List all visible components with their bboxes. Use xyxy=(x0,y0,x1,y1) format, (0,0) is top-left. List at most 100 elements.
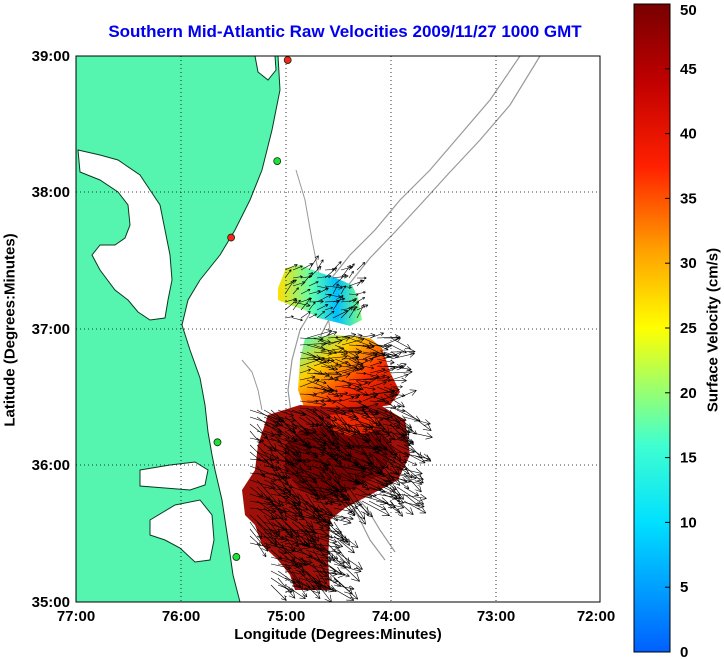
lon-tick-label: 72:00 xyxy=(577,608,615,625)
velocity-vector xyxy=(284,430,298,443)
velocity-vector xyxy=(306,393,332,402)
velocity-vector xyxy=(306,329,333,339)
velocity-vector xyxy=(256,423,277,453)
velocity-vector xyxy=(376,343,392,348)
velocity-vector xyxy=(356,276,367,280)
velocity-vector xyxy=(332,274,347,287)
velocity-vector xyxy=(306,356,335,364)
velocity-vector xyxy=(390,385,403,389)
map-title: Southern Mid-Atlantic Raw Velocities 200… xyxy=(108,22,582,41)
hf-radar-station-marker[interactable] xyxy=(227,233,236,242)
velocity-vector xyxy=(362,365,375,370)
velocity-vector xyxy=(277,465,288,480)
velocity-vector xyxy=(291,584,309,592)
velocity-vector xyxy=(326,535,345,542)
velocity-vector xyxy=(298,556,328,578)
bathymetry-contour xyxy=(241,359,263,411)
velocity-vector xyxy=(383,363,407,374)
velocity-vector xyxy=(299,368,311,374)
velocity-vector xyxy=(403,493,420,507)
velocity-vector xyxy=(284,472,316,482)
velocity-vector xyxy=(305,584,321,600)
colorbar-tick-label: 30 xyxy=(680,255,697,272)
velocity-vector xyxy=(270,451,280,464)
delaware-bay xyxy=(254,56,277,81)
velocity-vector xyxy=(356,291,366,295)
velocity-vector xyxy=(292,301,311,308)
lon-tick-label: 74:00 xyxy=(372,608,410,625)
velocity-vector xyxy=(305,521,320,542)
velocity-vector xyxy=(361,416,382,426)
velocity-vector xyxy=(270,584,287,601)
velocity-vector xyxy=(341,396,355,402)
velocity-vector xyxy=(308,255,319,271)
colorbar xyxy=(633,3,671,653)
velocity-vector xyxy=(356,303,365,319)
velocity-vector xyxy=(332,261,342,271)
velocity-vector xyxy=(300,297,312,311)
velocity-vector xyxy=(320,389,334,395)
velocity-vector xyxy=(403,472,422,493)
velocity-vector xyxy=(390,369,413,375)
velocity-vector xyxy=(320,353,348,361)
velocity-vector xyxy=(403,486,419,497)
velocity-vector xyxy=(348,263,355,271)
velocity-vector xyxy=(292,317,303,322)
velocity-vector xyxy=(376,358,395,365)
velocity-vector xyxy=(277,430,290,440)
velocity-vector xyxy=(403,500,427,514)
velocity-vector xyxy=(292,299,301,311)
velocity-vector xyxy=(354,409,380,416)
velocity-vector xyxy=(305,479,316,493)
velocity-vector xyxy=(340,285,346,295)
velocity-vector xyxy=(334,383,352,388)
velocity-vector xyxy=(368,500,387,510)
velocity-vector xyxy=(362,402,379,409)
velocity-vector xyxy=(327,358,339,366)
x-axis-label: Longitude (Degrees:Minutes) xyxy=(234,626,442,643)
velocity-vector xyxy=(327,398,343,403)
velocity-vector xyxy=(300,288,311,295)
colorbar-tick-label: 10 xyxy=(680,514,697,531)
velocity-vector xyxy=(284,451,301,463)
hf-radar-station-marker[interactable] xyxy=(273,157,282,166)
velocity-vector xyxy=(369,374,386,381)
velocity-vector xyxy=(312,500,329,506)
velocity-vector xyxy=(324,310,335,319)
hf-radar-station-marker[interactable] xyxy=(213,438,222,447)
velocity-vector xyxy=(403,479,423,486)
velocity-vector xyxy=(361,500,390,517)
plot-frame xyxy=(75,55,601,603)
velocity-vector xyxy=(368,430,383,450)
velocity-vector xyxy=(354,451,373,458)
velocity-vector xyxy=(316,259,324,271)
velocity-vector xyxy=(333,563,362,574)
velocity-vector xyxy=(403,465,413,479)
map-grid xyxy=(76,56,600,602)
velocity-vector xyxy=(333,542,350,565)
velocity-vector xyxy=(298,570,321,594)
velocity-vector xyxy=(308,301,316,311)
velocity-vector xyxy=(389,493,414,516)
lon-tick-label: 75:00 xyxy=(267,608,305,625)
velocity-vector xyxy=(284,584,306,600)
velocity-vector xyxy=(324,306,334,311)
hf-radar-station-marker[interactable] xyxy=(283,56,292,64)
velocity-vector xyxy=(319,584,335,592)
velocity-vector xyxy=(355,358,368,362)
velocity-vector xyxy=(333,514,354,521)
velocity-vector xyxy=(333,577,359,600)
velocity-vector xyxy=(375,430,392,444)
velocity-vector xyxy=(284,315,294,319)
velocity-vector xyxy=(348,307,356,319)
velocity-vector xyxy=(347,500,366,525)
velocity-vector xyxy=(390,337,411,350)
hf-radar-station-marker[interactable] xyxy=(232,553,241,561)
velocity-vector xyxy=(249,521,263,540)
velocity-vector xyxy=(348,298,358,303)
velocity-vector xyxy=(382,472,408,483)
velocity-vector xyxy=(326,500,342,507)
colorbar-tick-label: 0 xyxy=(680,644,688,659)
lat-tick-label: 39:00 xyxy=(32,48,70,65)
